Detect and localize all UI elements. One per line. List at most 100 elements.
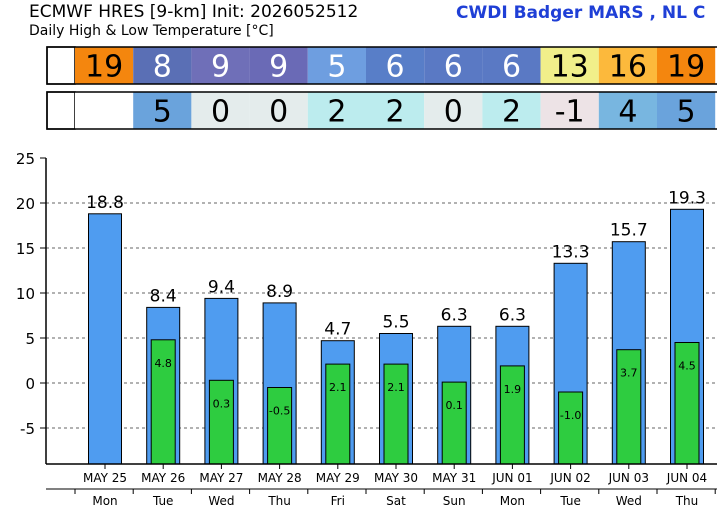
- x-tick-label: MAY 27: [199, 471, 243, 485]
- low-value-label: 0.3: [213, 397, 231, 410]
- high-value-label: 5.5: [382, 313, 409, 333]
- x-tick-label: JUN 03: [608, 471, 649, 485]
- y-tick-label: 0: [25, 375, 35, 393]
- strip-low-value: 0: [444, 95, 463, 130]
- high-value-label: 4.7: [324, 320, 351, 340]
- strip-low-cell: [307, 92, 366, 129]
- x-tick-label: MAY 26: [141, 471, 185, 485]
- strip-high-cell: [366, 47, 425, 84]
- strip-high-cell: [657, 47, 716, 84]
- low-value-label: -0.5: [269, 405, 290, 418]
- high-value-label: 9.4: [208, 277, 235, 297]
- low-bar: [267, 387, 293, 465]
- y-tick-label: 10: [16, 285, 35, 303]
- strip-high-cell: [540, 47, 599, 84]
- low-bar: [674, 342, 700, 465]
- low-bar: [383, 363, 409, 465]
- x-tick-label: MAY 30: [374, 471, 418, 485]
- strip-high-cell: [133, 47, 192, 84]
- strip-high-cell: [75, 47, 134, 84]
- high-value-label: 6.3: [441, 305, 468, 325]
- high-value-label: 15.7: [610, 221, 648, 241]
- high-value-label: 13.3: [552, 242, 590, 262]
- strip-low-cell: [75, 92, 134, 129]
- strip-high-value: 6: [444, 50, 463, 85]
- strip-high-value: 9: [211, 50, 230, 85]
- strip-high-cell: [424, 47, 483, 84]
- strip-low-value: 2: [327, 95, 346, 130]
- strip-high-blank-cell: [46, 46, 76, 85]
- strip-low-value: 4: [618, 95, 637, 130]
- strip-high-cell: [191, 47, 250, 84]
- y-tick-label: -5: [20, 420, 35, 438]
- x-tick-label: JUN 04: [666, 471, 707, 485]
- y-tick-label: 15: [16, 240, 35, 258]
- weekday-label: Sun: [443, 494, 466, 508]
- strip-high-border: [46, 46, 717, 85]
- strip-high-value: 13: [551, 50, 589, 85]
- strip-low-border: [46, 91, 717, 130]
- strip-low-cell: [598, 92, 657, 129]
- high-value-label: 8.9: [266, 282, 293, 302]
- low-value-label: 4.8: [154, 357, 172, 370]
- weekday-label: Wed: [208, 494, 234, 508]
- low-value-label: 4.5: [678, 360, 696, 373]
- low-bar: [150, 339, 176, 465]
- low-bar: [558, 391, 584, 465]
- strip-high-cell: [598, 47, 657, 84]
- weekday-label: Tue: [152, 494, 174, 508]
- strip-low-value: 2: [386, 95, 405, 130]
- weekday-label: Thu: [267, 494, 291, 508]
- strip-high-value: 19: [667, 50, 705, 85]
- strip-low-value: 0: [269, 95, 288, 130]
- high-bar: [88, 213, 122, 465]
- high-value-label: 8.4: [150, 286, 177, 306]
- low-value-label: 2.1: [329, 381, 347, 394]
- weekday-label: Sat: [386, 494, 406, 508]
- strip-low-cell: [366, 92, 425, 129]
- x-tick-label: JUN 01: [491, 471, 532, 485]
- weekday-label: Tue: [559, 494, 581, 508]
- x-tick-label: MAY 31: [432, 471, 476, 485]
- low-value-label: 1.9: [504, 383, 522, 396]
- strip-high-value: 5: [327, 50, 346, 85]
- strip-low-cell: [424, 92, 483, 129]
- chart-subtitle: Daily High & Low Temperature [°C]: [29, 23, 274, 39]
- y-tick-label: 20: [16, 195, 35, 213]
- high-value-label: 19.3: [668, 188, 706, 208]
- strip-high-value: 6: [386, 50, 405, 85]
- strip-low-cell: [133, 92, 192, 129]
- strip-low-cell: [482, 92, 541, 129]
- strip-high-cell: [482, 47, 541, 84]
- low-bar: [441, 381, 467, 465]
- strip-high-value: 8: [153, 50, 172, 85]
- x-tick-label: MAY 29: [316, 471, 360, 485]
- weekday-label: Wed: [616, 494, 642, 508]
- y-tick-label: 5: [25, 330, 35, 348]
- strip-low-blank-cell: [46, 91, 76, 130]
- low-bar: [208, 379, 234, 465]
- low-bar: [325, 363, 351, 465]
- strip-low-cell: [249, 92, 308, 129]
- y-tick-label: 25: [16, 150, 35, 168]
- low-bar: [499, 365, 525, 465]
- chart-title: ECMWF HRES [9-km] Init: 2026052512: [29, 2, 359, 22]
- strip-low-value: 5: [153, 95, 172, 130]
- strip-low-value: -1: [555, 95, 585, 130]
- strip-low-value: 2: [502, 95, 521, 130]
- low-value-label: 2.1: [387, 381, 405, 394]
- weekday-label: Mon: [92, 494, 117, 508]
- x-tick-label: JUN 02: [549, 471, 590, 485]
- brand-label: CWDI Badger MARS , NL C: [456, 3, 706, 23]
- strip-high-cell: [249, 47, 308, 84]
- weekday-label: Fri: [331, 494, 345, 508]
- x-tick-label: MAY 28: [258, 471, 302, 485]
- strip-high-value: 19: [85, 50, 123, 85]
- low-value-label: -1.0: [560, 409, 581, 422]
- weekday-label: Mon: [500, 494, 525, 508]
- weekday-label: Thu: [675, 494, 699, 508]
- strip-low-cell: [540, 92, 599, 129]
- strip-high-value: 6: [502, 50, 521, 85]
- strip-low-cell: [191, 92, 250, 129]
